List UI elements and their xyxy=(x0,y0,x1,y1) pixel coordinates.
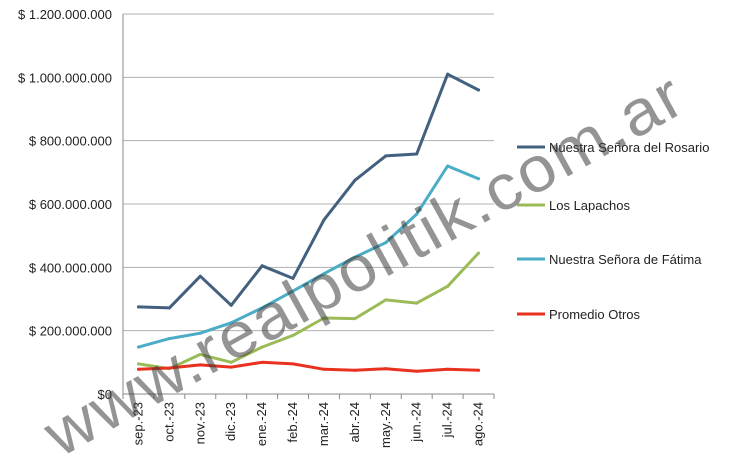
legend-label: Nuestra Señora de Fátima xyxy=(549,252,702,267)
series-line-3 xyxy=(137,360,480,373)
x-tick-label: may.-24 xyxy=(378,402,393,448)
data-point xyxy=(322,218,326,222)
data-point xyxy=(384,154,388,158)
y-tick-label: $0 xyxy=(98,387,112,402)
data-point xyxy=(415,212,419,216)
x-tick-label: sep.-23 xyxy=(130,402,145,445)
data-point xyxy=(384,298,388,302)
data-point xyxy=(322,367,326,371)
y-tick-label: $ 1.200.000.000 xyxy=(18,7,112,22)
series-line-2 xyxy=(137,164,480,349)
data-point xyxy=(384,241,388,245)
x-tick-label: mar.-24 xyxy=(316,402,331,446)
y-axis-tick-labels: $0 $ 200.000.000 $ 400.000.000 $ 600.000.00… xyxy=(18,7,112,402)
x-tick-label: ene.-24 xyxy=(254,402,269,446)
data-point xyxy=(291,362,295,366)
legend: Nuestra Señora del Rosario Los Lapachos Nu… xyxy=(517,140,709,322)
x-axis-tick-labels: sep.-23 oct.-23 nov.-23 dic.-23 ene.-24 feb.-… xyxy=(130,402,485,448)
data-point xyxy=(291,333,295,337)
data-point xyxy=(136,362,140,366)
x-tick-label: jul.-24 xyxy=(440,402,455,438)
grid-lines xyxy=(123,13,494,332)
data-point xyxy=(167,366,171,370)
series-line-0 xyxy=(137,72,480,310)
axes xyxy=(122,14,495,399)
y-tick-label: $ 1.000.000.000 xyxy=(18,70,112,85)
data-point xyxy=(384,367,388,371)
legend-label: Los Lapachos xyxy=(549,198,630,213)
data-point xyxy=(415,152,419,156)
data-point xyxy=(415,369,419,373)
y-tick-label: $ 800.000.000 xyxy=(29,134,112,149)
data-point xyxy=(477,177,481,181)
data-point xyxy=(446,72,450,76)
legend-label: Promedio Otros xyxy=(549,307,641,322)
y-tick-label: $ 400.000.000 xyxy=(29,260,112,275)
data-point xyxy=(229,303,233,307)
data-point xyxy=(229,321,233,325)
legend-label: Nuestra Señora del Rosario xyxy=(549,140,709,155)
data-point xyxy=(198,274,202,278)
data-point xyxy=(229,365,233,369)
data-point xyxy=(353,368,357,372)
data-point xyxy=(260,360,264,364)
data-point xyxy=(167,306,171,310)
data-point xyxy=(322,272,326,276)
series-line-1 xyxy=(137,251,480,371)
data-point xyxy=(446,164,450,168)
x-tick-label: jun.-24 xyxy=(409,402,424,443)
data-point xyxy=(198,352,202,356)
x-tick-label: abr.-24 xyxy=(347,402,362,442)
data-point xyxy=(198,363,202,367)
data-point xyxy=(260,306,264,310)
data-point xyxy=(198,331,202,335)
data-point xyxy=(167,337,171,341)
data-point xyxy=(136,367,140,371)
data-point xyxy=(477,251,481,255)
x-tick-label: dic.-23 xyxy=(223,402,238,441)
y-tick-label: $ 200.000.000 xyxy=(29,324,112,339)
data-point xyxy=(291,276,295,280)
x-tick-label: ago.-24 xyxy=(471,402,486,446)
data-point xyxy=(136,345,140,349)
x-tick-label: oct.-23 xyxy=(161,402,176,442)
data-point xyxy=(353,255,357,259)
data-point xyxy=(353,178,357,182)
data-point xyxy=(477,88,481,92)
data-point xyxy=(260,345,264,349)
series-lines xyxy=(136,72,481,373)
y-tick-label: $ 600.000.000 xyxy=(29,197,112,212)
data-point xyxy=(136,305,140,309)
x-tick-label: nov.-23 xyxy=(192,402,207,444)
data-point xyxy=(477,368,481,372)
data-point xyxy=(415,301,419,305)
data-point xyxy=(322,316,326,320)
data-point xyxy=(291,289,295,293)
data-point xyxy=(260,264,264,268)
data-point xyxy=(229,360,233,364)
data-point xyxy=(446,367,450,371)
data-point xyxy=(353,317,357,321)
x-tick-label: feb.-24 xyxy=(285,402,300,442)
data-point xyxy=(446,284,450,288)
